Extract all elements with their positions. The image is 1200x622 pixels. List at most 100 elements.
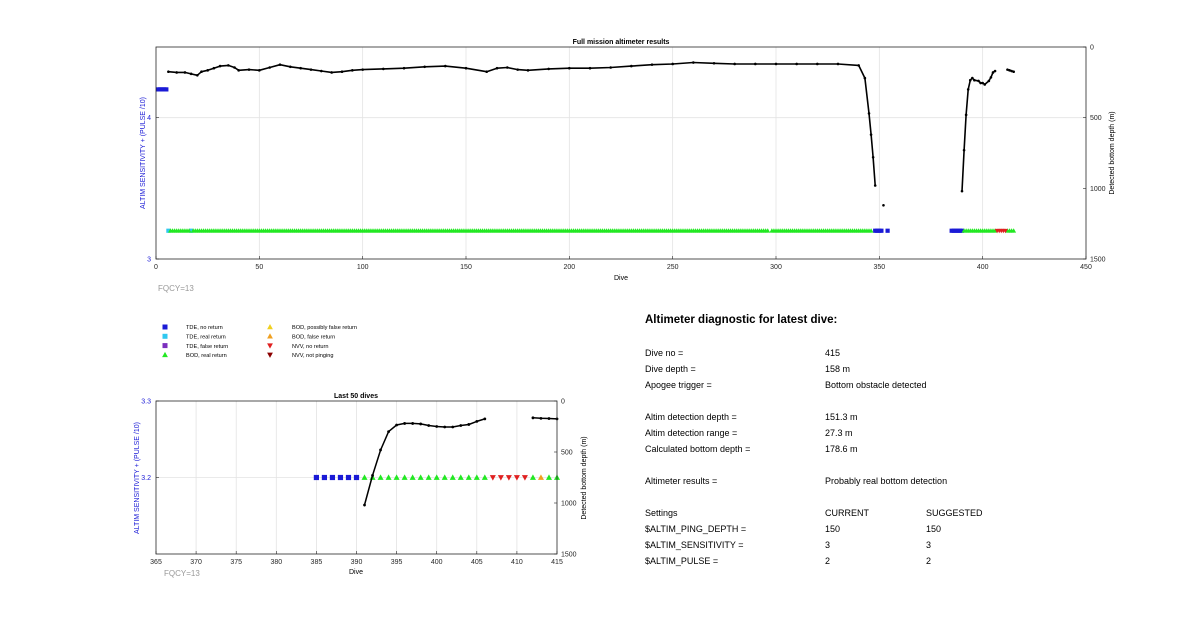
diag-suggested: SUGGESTED xyxy=(926,508,983,518)
diag-label: $ALTIM_PING_DEPTH = xyxy=(645,524,747,534)
x-tick-label: 395 xyxy=(391,559,403,566)
x-tick-label: 400 xyxy=(977,264,989,271)
bottom-depth-point xyxy=(167,70,170,74)
legend-marker xyxy=(162,333,168,339)
bottom-depth-point xyxy=(1008,69,1011,72)
nvv-no-return-marker xyxy=(513,475,520,481)
y-right-tick-label: 0 xyxy=(561,399,565,406)
bottom-depth-point xyxy=(451,425,455,429)
bottom-depth-point xyxy=(444,64,447,68)
bod-real-return-marker xyxy=(449,474,456,480)
top-plot-area xyxy=(156,47,1086,259)
diag-value: 27.3 m xyxy=(825,428,853,438)
bottom-depth-point xyxy=(531,416,535,420)
bottom-depth-point xyxy=(363,503,366,507)
diag-value: 415 xyxy=(825,348,841,358)
diag-row: Settings CURRENT SUGGESTED xyxy=(645,508,1165,520)
diag-suggested: 2 xyxy=(926,556,932,566)
bottom-depth-point xyxy=(464,66,468,70)
bod-real-return-marker xyxy=(765,228,771,233)
x-tick-label: 370 xyxy=(190,559,202,566)
bottom-depth-point xyxy=(987,79,991,83)
bottom-depth-point xyxy=(973,78,976,82)
bottom-depth-point xyxy=(991,71,995,74)
bod-real-return-marker xyxy=(433,474,440,480)
x-tick-label: 200 xyxy=(563,264,575,271)
legend-label: TDE, no return xyxy=(186,325,223,331)
x-tick-label: 250 xyxy=(667,264,679,271)
bottom-y-ticks: 3.2 3.3 0 500 1000 1500 xyxy=(141,399,576,559)
y-right-tick-label: 1000 xyxy=(1090,186,1106,193)
bottom-depth-point xyxy=(361,68,364,71)
legend-marker xyxy=(267,324,273,330)
diag-label: Altim detection range = xyxy=(645,428,738,438)
tde-no-return-marker xyxy=(959,228,965,233)
y-right-tick-label: 500 xyxy=(561,450,573,457)
bod-real-return-marker xyxy=(385,474,392,480)
bod-real-return-marker xyxy=(441,474,448,480)
x-tick-label: 150 xyxy=(460,264,472,271)
bod-real-return-marker xyxy=(186,228,192,233)
bottom-depth-point xyxy=(981,81,984,85)
diagnostic-title: Altimeter diagnostic for latest dive: xyxy=(645,314,838,326)
diag-value: Probably real bottom detection xyxy=(825,476,948,486)
bod-real-return-marker xyxy=(1011,228,1017,233)
legend-marker xyxy=(267,352,273,358)
legend-marker xyxy=(162,351,168,358)
top-y-ticks: 3 4 0 500 1000 1500 xyxy=(147,45,1106,264)
bottom-depth-point xyxy=(964,113,968,117)
bottom-depth-point xyxy=(857,64,860,67)
bod-real-return-marker xyxy=(393,474,400,480)
bottom-depth-point xyxy=(382,67,385,71)
y-right-tick-label: 1500 xyxy=(561,552,577,559)
bottom-depth-point xyxy=(774,62,778,66)
diag-value: 158 m xyxy=(825,364,851,374)
bottom-depth-point xyxy=(539,416,543,420)
bottom-depth-point xyxy=(671,62,674,66)
bottom-depth-point xyxy=(475,420,479,423)
y-right-tick-label: 1500 xyxy=(1090,257,1106,264)
nvv-no-return-marker xyxy=(505,475,512,481)
bottom-ylabel-left: ALTIM SENSITIVITY + (PULSE /10) xyxy=(134,422,141,534)
bod-real-return-marker xyxy=(409,474,416,480)
legend-marker xyxy=(267,343,273,349)
nvv-no-return-marker xyxy=(521,475,528,481)
legend-label: TDE, real return xyxy=(186,335,226,341)
bottom-depth-point xyxy=(435,425,439,428)
bottom-depth-point xyxy=(983,83,987,86)
y-left-tick-label: 3.2 xyxy=(141,475,151,482)
nvv-no-return-marker xyxy=(489,475,496,481)
diag-value: 150 xyxy=(825,524,841,534)
bottom-depth-point xyxy=(588,66,592,70)
bottom-depth-point xyxy=(299,66,302,70)
y-left-tick-label: 3.3 xyxy=(141,399,151,406)
bottom-depth-point xyxy=(459,424,463,427)
bottom-depth-point xyxy=(993,69,997,73)
tde-no-return-marker xyxy=(164,87,169,92)
diag-label: Calculated bottom depth = xyxy=(645,444,751,454)
x-tick-label: 100 xyxy=(357,264,369,271)
bottom-depth-point xyxy=(258,69,261,72)
top-fqcy-note: FQCY=13 xyxy=(158,284,194,293)
diagnostic-panel: Altimeter diagnostic for latest dive: Di… xyxy=(645,314,1165,584)
bottom-depth-point xyxy=(516,68,519,71)
x-tick-label: 410 xyxy=(511,559,523,566)
bod-real-return-marker xyxy=(401,474,408,480)
x-tick-label: 350 xyxy=(873,264,885,271)
top-x-ticks: 0 50 100 150 200 250 300 350 400 450 xyxy=(154,256,1092,271)
diag-value: CURRENT xyxy=(825,508,869,518)
bottom-ylabel-right: Detected bottom depth (m) xyxy=(581,436,588,519)
bottom-xlabel: Dive xyxy=(349,569,363,576)
diag-label: $ALTIM_SENSITIVITY = xyxy=(645,540,744,550)
legend-label: BOD, real return xyxy=(186,353,227,359)
diag-row: Dive depth = 158 m xyxy=(645,364,1165,376)
bottom-depth-point xyxy=(962,148,966,152)
x-tick-label: 450 xyxy=(1080,264,1092,271)
bottom-depth-point xyxy=(871,155,875,159)
x-tick-label: 380 xyxy=(270,559,282,566)
legend-marker xyxy=(162,343,168,349)
bottom-depth-point xyxy=(218,64,222,68)
diag-row: Apogee trigger = Bottom obstacle detected xyxy=(645,380,1165,392)
x-tick-label: 300 xyxy=(770,264,782,271)
tde-no-return-marker xyxy=(337,474,344,481)
